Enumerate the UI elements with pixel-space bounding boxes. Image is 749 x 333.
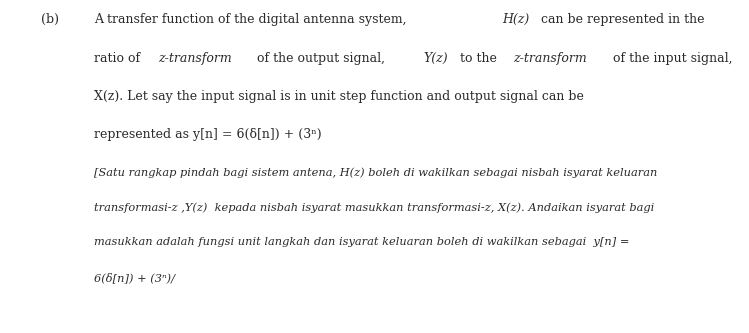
Text: of the output signal,: of the output signal, <box>253 52 386 65</box>
Text: represented as y[n] = 6(δ[n]) + (3ⁿ): represented as y[n] = 6(δ[n]) + (3ⁿ) <box>94 128 321 141</box>
Text: to the: to the <box>455 52 500 65</box>
Text: H(z): H(z) <box>502 13 530 26</box>
Text: z-transform: z-transform <box>158 52 232 65</box>
Text: Y(z): Y(z) <box>424 52 449 65</box>
Text: A transfer function of the digital antenna system,: A transfer function of the digital anten… <box>94 13 410 26</box>
Text: z-transform: z-transform <box>514 52 587 65</box>
Text: 6(δ[n]) + (3ⁿ)/: 6(δ[n]) + (3ⁿ)/ <box>94 272 175 283</box>
Text: (b): (b) <box>41 13 59 26</box>
Text: transformasi-z ,Y(z)  kepada nisbah isyarat masukkan transformasi-z, X(z). Andai: transformasi-z ,Y(z) kepada nisbah isyar… <box>94 202 654 213</box>
Text: X(z). Let say the input signal is in unit step function and output signal can be: X(z). Let say the input signal is in uni… <box>94 90 583 103</box>
Text: can be represented in the: can be represented in the <box>537 13 705 26</box>
Text: masukkan adalah fungsi unit langkah dan isyarat keluaran boleh di wakilkan sebag: masukkan adalah fungsi unit langkah dan … <box>94 237 629 247</box>
Text: ratio of: ratio of <box>94 52 144 65</box>
Text: [Satu rangkap pindah bagi sistem antena, H(z) boleh di wakilkan sebagai nisbah i: [Satu rangkap pindah bagi sistem antena,… <box>94 167 657 178</box>
Text: of the input signal,: of the input signal, <box>609 52 732 65</box>
